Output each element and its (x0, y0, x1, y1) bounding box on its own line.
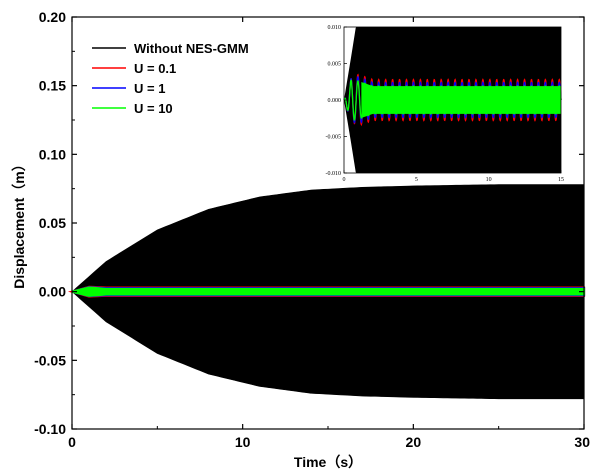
legend-label: U = 0.1 (134, 61, 176, 76)
main-plot-area: 0.200.150.100.050.00-0.05-0.100 10 20 30Tim… (11, 9, 590, 470)
inset-y-tick-label: -0.005 (326, 135, 342, 141)
inset-y-tick-label: 0.005 (328, 62, 342, 68)
inset-x-tick-label: 10 (486, 177, 492, 183)
y-tick-label: 0.05 (39, 215, 66, 231)
series-u-10 (71, 286, 586, 297)
x-tick-label: 0 (68, 434, 76, 450)
y-tick-label: -0.10 (34, 421, 66, 437)
inset-x-tick-label: 5 (415, 177, 418, 183)
inset-series-u-10-band (361, 82, 561, 118)
x-axis-title: Time（s） (294, 454, 362, 470)
legend-label: Without NES-GMM (134, 41, 249, 56)
inset-y-tick-label: 0.010 (328, 25, 342, 31)
y-tick-label: 0.00 (39, 284, 66, 300)
inset-y-tick-label: -0.010 (326, 171, 342, 177)
y-axis-title: Displacement（m） (11, 157, 27, 288)
inset-y-tick-label: 0.000 (328, 98, 342, 104)
y-tick-label: 0.10 (39, 146, 66, 162)
y-tick-label: -0.05 (34, 352, 66, 368)
x-tick-label: 20 (406, 434, 422, 450)
legend-label: U = 1 (134, 81, 165, 96)
inset-x-tick-label: 0 (343, 177, 346, 183)
x-tick-label: 10 (235, 434, 251, 450)
legend-label: U = 10 (134, 101, 173, 116)
inset-x-tick-label: 15 (558, 177, 564, 183)
y-tick-label: 0.20 (39, 9, 66, 25)
x-tick-label: 30 (574, 434, 590, 450)
series-u-10-oscillation (71, 287, 121, 297)
y-tick-label: 0.15 (39, 78, 66, 94)
legend: Without NES-GMM U = 0.1 U = 1 U = 10 (92, 41, 249, 116)
